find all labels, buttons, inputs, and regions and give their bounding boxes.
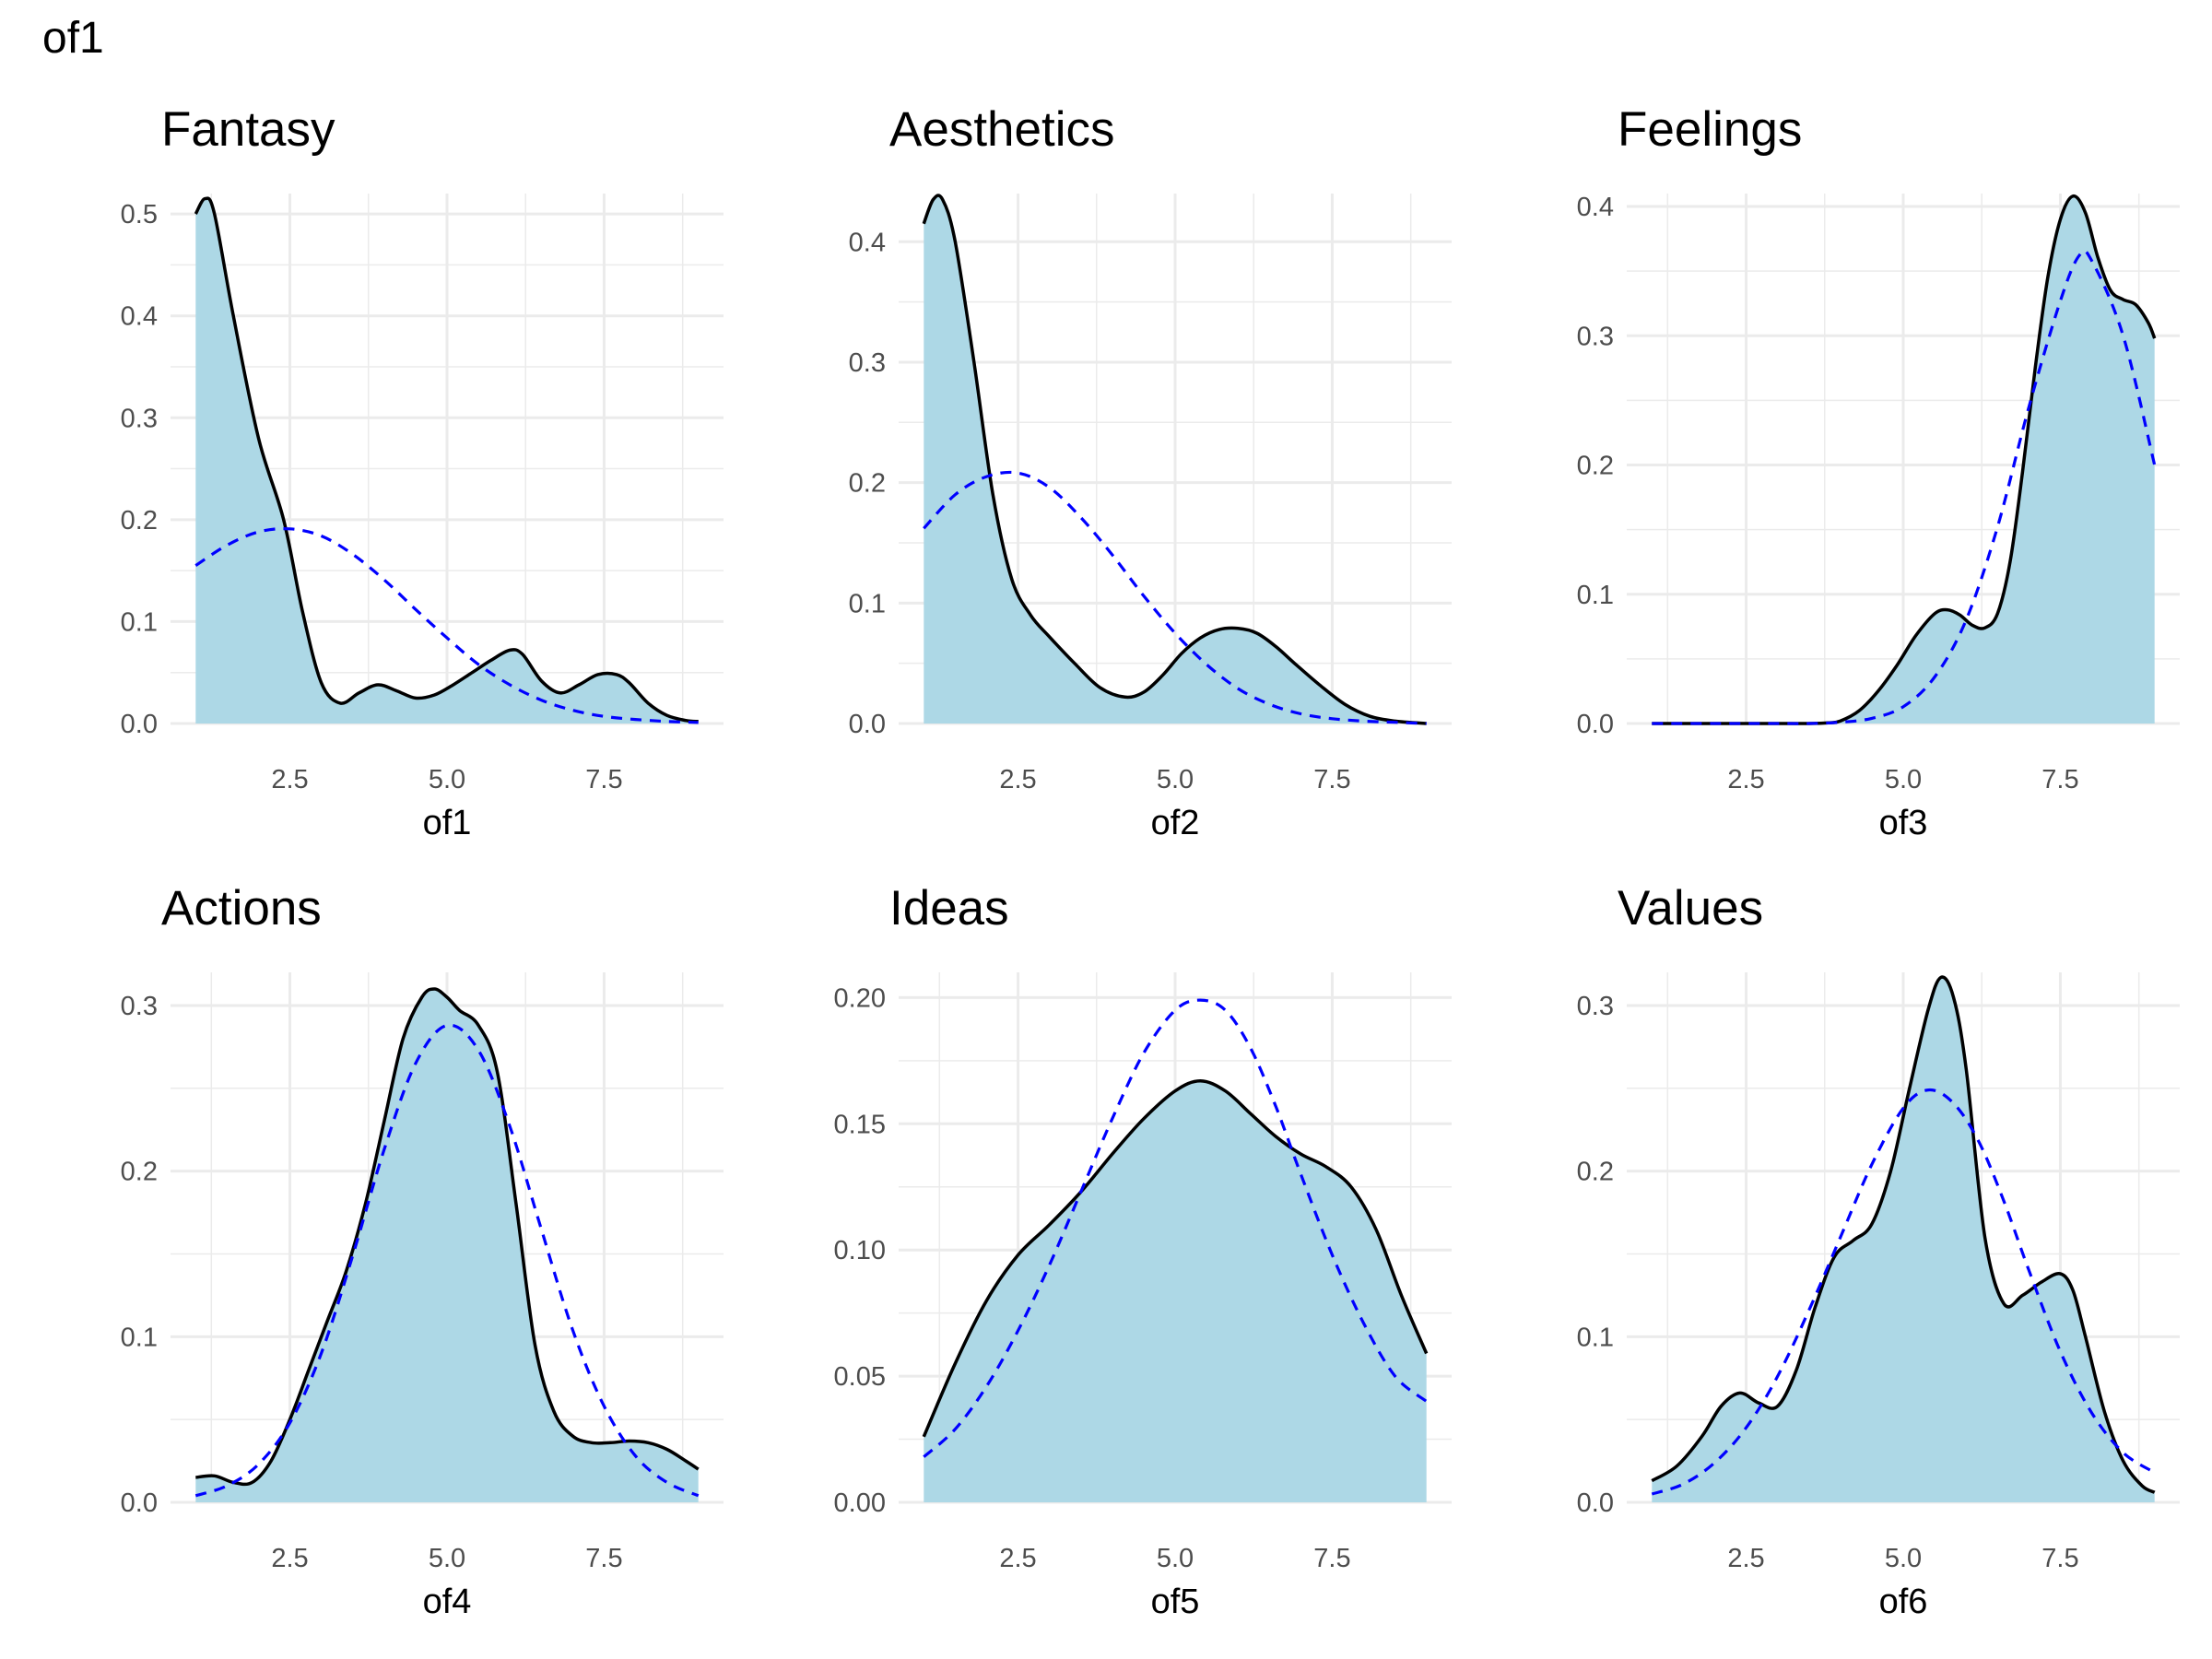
density-line	[195, 987, 700, 1487]
y-tick-label: 0.1	[121, 607, 158, 637]
density-line	[922, 1078, 1429, 1438]
x-tick-label: 7.5	[585, 1544, 622, 1573]
chart-panel-3: 0.0 0.1 0.2 0.3 0.4 2.5 5.0 7.5 of3 Feelings	[1577, 102, 2180, 842]
panel-title: Aesthetics	[889, 102, 1115, 157]
x-tick-label: 5.0	[1157, 765, 1194, 794]
normal-curve-dashed	[1651, 1088, 2156, 1496]
x-tick-label: 7.5	[585, 765, 622, 794]
panel-title: Feelings	[1618, 102, 1802, 157]
x-tick-label: 5.0	[1885, 1544, 1922, 1573]
density-area	[924, 194, 1427, 724]
y-tick-label: 0.0	[121, 1488, 158, 1518]
y-tick-label: 0.3	[1577, 992, 1614, 1021]
y-tick-label: 0.1	[121, 1323, 158, 1352]
y-tick-label: 0.20	[834, 983, 886, 1013]
panel-title: Actions	[161, 881, 322, 935]
x-tick-label: 7.5	[1313, 1544, 1350, 1573]
chart-panel-2: 0.0 0.1 0.2 0.3 0.4 2.5 5.0 7.5 of2 Aesthetics	[849, 102, 1452, 842]
x-axis-label: of3	[1879, 804, 1928, 842]
panel-title: Fantasy	[161, 102, 335, 157]
y-tick-label: 0.0	[1577, 710, 1614, 739]
density-area	[924, 1080, 1427, 1502]
y-tick-label: 0.3	[121, 404, 158, 433]
y-tick-label: 0.1	[1577, 581, 1614, 610]
normal-curve-dashed	[194, 527, 699, 724]
normal-curve-dashed	[923, 998, 1428, 1458]
x-tick-label: 2.5	[999, 765, 1036, 794]
x-axis-label: of4	[423, 1583, 472, 1621]
density-line	[194, 196, 699, 724]
normal-curve-dashed	[1652, 249, 2157, 725]
chart-panel-6: 0.0 0.1 0.2 0.3 2.5 5.0 7.5 of6 Values	[1577, 881, 2180, 1621]
x-tick-label: 7.5	[1313, 765, 1350, 794]
y-tick-label: 0.1	[1577, 1323, 1614, 1352]
y-tick-label: 0.0	[849, 710, 886, 739]
x-tick-label: 2.5	[999, 1544, 1036, 1573]
panel-title: Values	[1618, 881, 1763, 935]
y-tick-label: 0.15	[834, 1110, 886, 1139]
x-axis-label: of5	[1151, 1583, 1200, 1621]
density-area	[195, 198, 699, 724]
y-tick-label: 0.3	[1577, 322, 1614, 351]
y-tick-label: 0.10	[834, 1236, 886, 1265]
x-tick-label: 2.5	[271, 765, 308, 794]
page-title: of1	[42, 14, 104, 63]
y-tick-label: 0.05	[834, 1362, 886, 1392]
density-area	[1652, 195, 2155, 724]
x-axis-label: of6	[1879, 1583, 1928, 1621]
density-area	[195, 989, 699, 1502]
x-tick-label: 2.5	[1727, 1544, 1764, 1573]
x-tick-label: 7.5	[2041, 1544, 2078, 1573]
x-tick-label: 5.0	[429, 1544, 465, 1573]
density-line	[922, 194, 1427, 725]
y-tick-label: 0.4	[121, 302, 158, 332]
x-tick-label: 7.5	[2041, 765, 2078, 794]
y-tick-label: 0.00	[834, 1488, 886, 1518]
normal-curve-dashed	[194, 1023, 700, 1498]
normal-curve-dashed	[923, 470, 1427, 725]
x-tick-label: 2.5	[271, 1544, 308, 1573]
x-axis-label: of1	[423, 804, 472, 842]
y-tick-label: 0.3	[849, 348, 886, 378]
y-tick-label: 0.2	[1577, 452, 1614, 481]
y-tick-label: 0.2	[849, 469, 886, 499]
density-line	[1651, 975, 2156, 1494]
y-tick-label: 0.1	[849, 589, 886, 618]
y-tick-label: 0.4	[1577, 193, 1614, 222]
y-tick-label: 0.2	[121, 1158, 158, 1187]
x-axis-label: of2	[1151, 804, 1200, 842]
y-tick-label: 0.5	[121, 200, 158, 229]
x-tick-label: 5.0	[1885, 765, 1922, 794]
chart-panel-5: 0.00 0.05 0.10 0.15 0.20 2.5 5.0 7.5 of5 Ideas	[834, 881, 1452, 1621]
density-area	[1652, 977, 2155, 1502]
x-tick-label: 2.5	[1727, 765, 1764, 794]
x-tick-label: 5.0	[429, 765, 465, 794]
y-tick-label: 0.0	[121, 710, 158, 739]
y-tick-label: 0.2	[121, 506, 158, 535]
chart-panel-1: 0.0 0.1 0.2 0.3 0.4 0.5 2.5 5.0 7.5 of1 Fantasy	[121, 102, 724, 842]
y-tick-label: 0.3	[121, 992, 158, 1021]
y-tick-label: 0.0	[1577, 1488, 1614, 1518]
chart-panel-4: 0.0 0.1 0.2 0.3 2.5 5.0 7.5 of4 Actions	[121, 881, 724, 1621]
panel-title: Ideas	[889, 881, 1009, 935]
y-tick-label: 0.2	[1577, 1158, 1614, 1187]
y-tick-label: 0.4	[849, 228, 886, 257]
x-tick-label: 5.0	[1157, 1544, 1194, 1573]
